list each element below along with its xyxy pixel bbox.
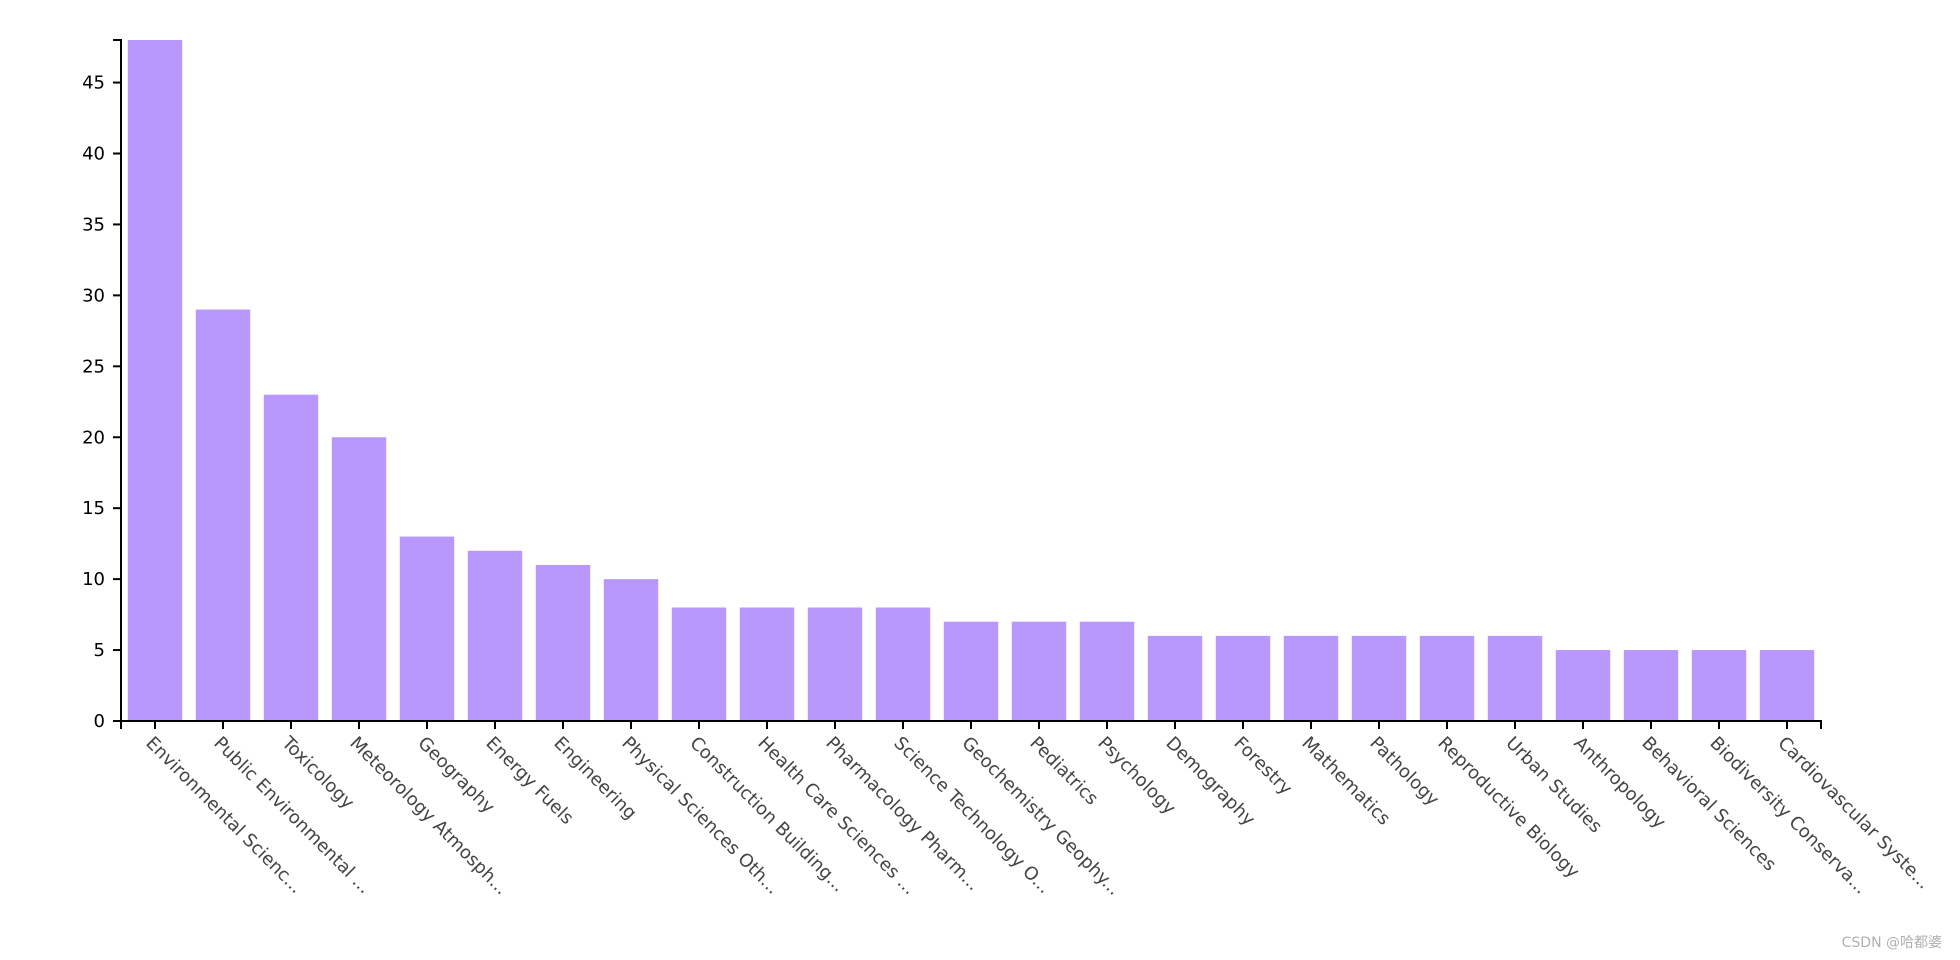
bar (1759, 650, 1815, 721)
y-tick-label: 0 (94, 711, 105, 732)
bars-group (127, 40, 1815, 722)
y-tick-label: 35 (82, 214, 105, 235)
y-axis: 0 5 10 15 20 25 30 35 40 45 (82, 39, 122, 732)
bar (943, 621, 999, 721)
y-tick-label: 20 (82, 427, 105, 448)
y-tick-label: 25 (82, 356, 105, 377)
bar (1555, 650, 1611, 721)
bar (535, 564, 591, 721)
bar (1215, 635, 1271, 722)
bar (1691, 650, 1747, 721)
y-tick-label: 30 (82, 285, 105, 306)
bar (263, 394, 319, 721)
x-tick-label: Reproductive Biology (1433, 733, 1583, 883)
bar (1623, 650, 1679, 721)
x-tick-label: Behavioral Sciences (1637, 733, 1780, 876)
bar (603, 579, 659, 722)
bar (399, 536, 455, 721)
bar (1351, 635, 1407, 722)
bar (1147, 635, 1203, 722)
bar (739, 607, 795, 721)
bar (1419, 635, 1475, 722)
x-tick-label: Forestry (1229, 733, 1296, 800)
bar (1283, 635, 1339, 722)
bar (467, 550, 523, 721)
bar (807, 607, 863, 721)
bar (1487, 635, 1543, 722)
y-tick-label: 10 (82, 569, 105, 590)
bar (875, 607, 931, 721)
y-tick-label: 40 (82, 144, 105, 165)
bar (195, 309, 251, 721)
watermark: CSDN @哈都婆 (1841, 935, 1942, 951)
bar (1079, 621, 1135, 721)
x-axis: Environmental Scienc...Public Environmen… (120, 720, 1934, 900)
bar (127, 40, 183, 721)
y-tick-label: 15 (82, 498, 105, 519)
bar (671, 607, 727, 721)
bar (331, 437, 387, 721)
y-tick-label: 5 (94, 640, 105, 661)
bar (1011, 621, 1067, 721)
y-tick-label: 45 (82, 73, 105, 94)
y-axis-line (113, 39, 122, 722)
